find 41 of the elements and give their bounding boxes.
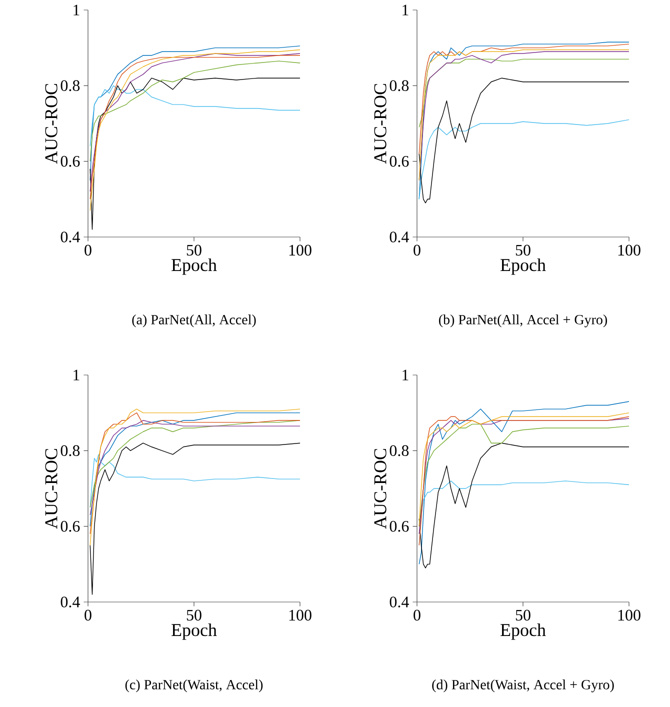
text: (d) ParNet(Waist, Accel + Gyro): [432, 680, 614, 692]
x-tick-label: 0: [84, 244, 92, 256]
y-tick-label: 0.6: [390, 520, 409, 532]
y-tick-label: 0.4: [390, 596, 409, 608]
x-tick-label: 50: [186, 244, 202, 256]
y-tick-label: 1: [74, 4, 80, 16]
line-series: [418, 401, 630, 565]
x-tick-label: 100: [618, 244, 640, 256]
x-tick-label: 50: [516, 610, 530, 621]
text: (b) ParNet(All, Accel + Gyro): [439, 314, 608, 328]
y-tick-label: 0.4: [60, 596, 80, 608]
x-tick-label: 0: [84, 610, 92, 621]
x-tick-label: 0: [414, 244, 420, 256]
y-tick-label: 1: [74, 370, 80, 380]
y-tick-label: 0.6: [60, 156, 80, 167]
y-axis-title: AUC-ROC: [374, 84, 386, 164]
text: (c) ParNet(Waist, Accel): [125, 680, 263, 692]
y-tick-label: 0.6: [390, 156, 409, 167]
y-tick-label: 0.4: [60, 232, 80, 242]
x-tick-label: 50: [516, 244, 530, 256]
x-tick-label: 0: [414, 610, 420, 621]
x-tick-label: 50: [186, 610, 202, 621]
x-axis-title: Epoch: [500, 258, 546, 275]
x-tick-label: 100: [289, 610, 312, 621]
y-tick-label: 0.8: [60, 445, 80, 456]
x-axis-title: Epoch: [500, 623, 546, 640]
x-axis-title: Epoch: [172, 258, 217, 275]
y-tick-label: 0.8: [60, 80, 80, 92]
text: (a) ParNet(All, Accel): [132, 314, 256, 328]
y-axis-title: AUC-ROC: [45, 449, 58, 529]
y-tick-label: 0.6: [60, 520, 80, 532]
y-tick-label: 0.4: [390, 232, 409, 242]
y-axis-title: AUC-ROC: [45, 84, 58, 164]
x-tick-label: 100: [618, 610, 640, 621]
x-axis-title: Epoch: [172, 623, 217, 640]
y-axis-title: AUC-ROC: [374, 449, 386, 529]
y-tick-label: 0.8: [390, 445, 409, 456]
y-tick-label: 1: [402, 4, 408, 16]
y-tick-label: 0.8: [390, 80, 409, 92]
x-tick-label: 100: [289, 244, 312, 256]
y-tick-label: 1: [402, 370, 408, 380]
